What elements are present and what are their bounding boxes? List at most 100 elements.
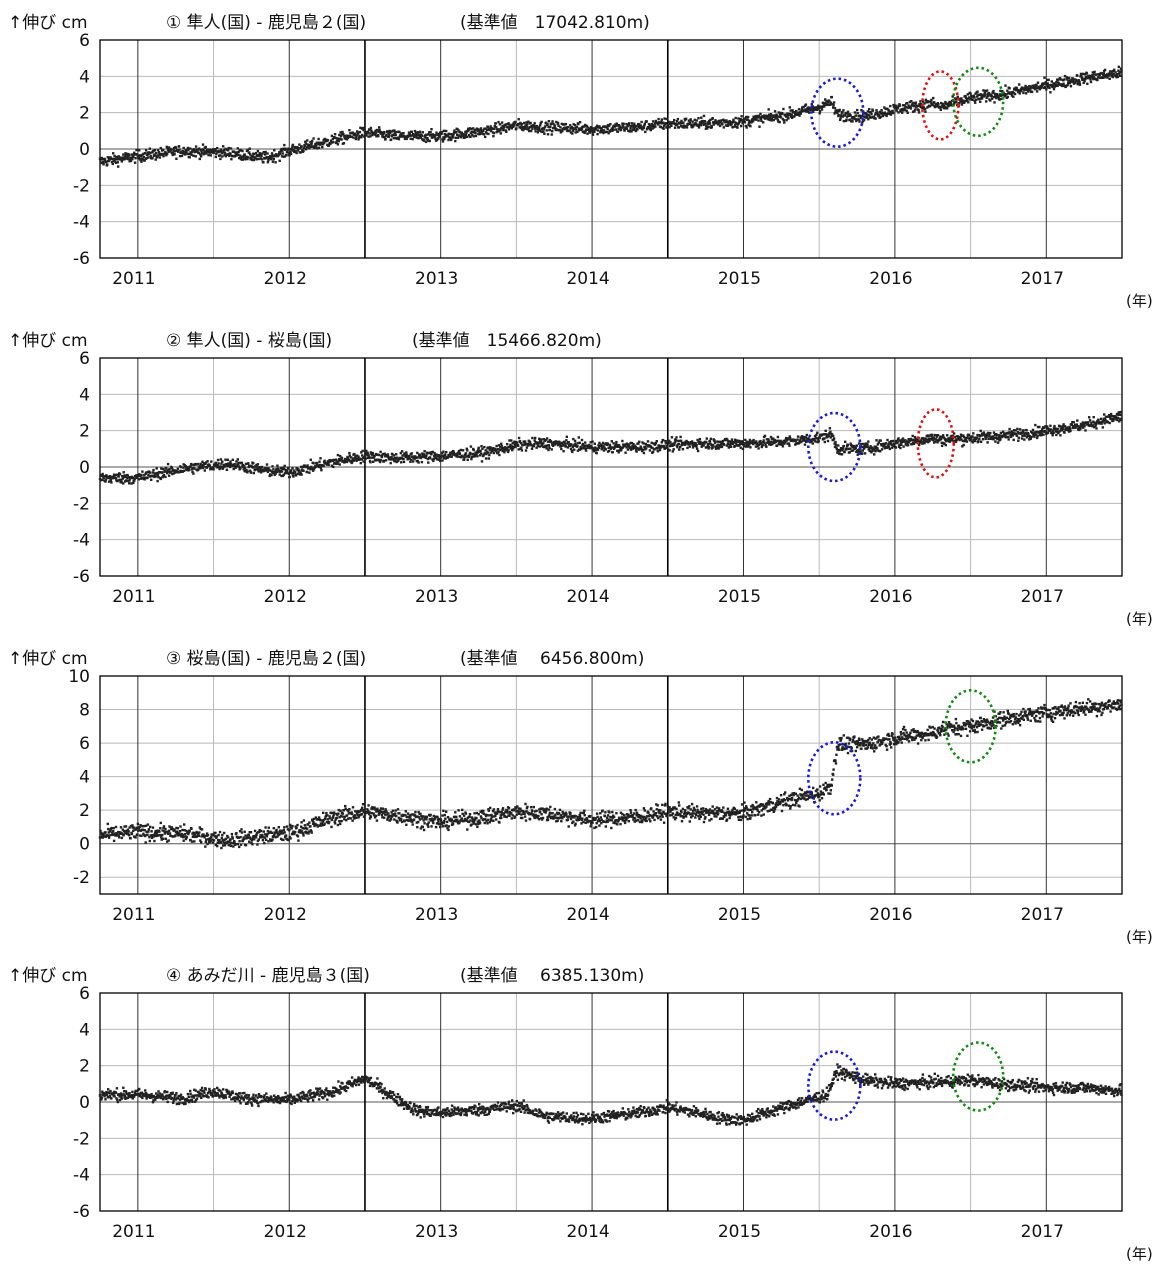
data-point (631, 122, 633, 124)
data-point (721, 123, 723, 125)
data-point (506, 443, 508, 445)
data-point (443, 130, 445, 132)
data-point (283, 144, 285, 146)
data-point (673, 444, 675, 446)
data-point (1021, 437, 1023, 439)
data-point (254, 830, 256, 832)
data-point (228, 147, 230, 149)
data-point (1004, 84, 1006, 86)
data-point (1109, 422, 1111, 424)
data-point (749, 446, 751, 448)
data-point (859, 450, 861, 452)
data-point (281, 470, 283, 472)
data-point (993, 431, 995, 433)
y-tick-label: 8 (79, 701, 90, 721)
x-tick-label: 2014 (566, 587, 609, 607)
data-point (980, 430, 982, 432)
data-point (162, 149, 164, 151)
data-point (204, 469, 206, 471)
y-tick-label: 6 (79, 31, 90, 51)
data-point (367, 452, 369, 454)
data-point (474, 132, 476, 134)
data-point (534, 437, 536, 439)
data-point (302, 150, 304, 152)
data-point (165, 838, 167, 840)
data-point (662, 128, 664, 130)
data-point (473, 449, 475, 451)
data-point (387, 453, 389, 455)
data-point (501, 121, 503, 123)
data-point (1100, 72, 1102, 74)
data-point (918, 111, 920, 113)
data-point (901, 112, 903, 114)
data-point (906, 102, 908, 104)
data-point (217, 459, 219, 461)
data-point (273, 158, 275, 160)
data-point (395, 131, 397, 133)
data-point (779, 121, 781, 123)
data-point (912, 435, 914, 437)
data-point (873, 453, 875, 455)
data-point (749, 125, 751, 127)
data-point (473, 135, 475, 137)
data-point (125, 825, 127, 827)
data-point (276, 465, 278, 467)
data-point (719, 125, 721, 127)
data-point (161, 834, 163, 836)
data-point (214, 832, 216, 834)
data-point (643, 452, 645, 454)
data-point (141, 470, 143, 472)
data-point (287, 467, 289, 469)
data-point (788, 442, 790, 444)
data-point (201, 828, 203, 830)
data-point (197, 463, 199, 465)
data-point (712, 444, 714, 446)
data-point (378, 126, 380, 128)
data-point (323, 465, 325, 467)
data-point (238, 846, 240, 848)
data-point (205, 838, 207, 840)
data-point (195, 155, 197, 157)
data-point (1031, 91, 1033, 93)
data-point (369, 461, 371, 463)
data-point (857, 112, 859, 114)
data-point (219, 158, 221, 160)
data-point (237, 458, 239, 460)
data-point (723, 444, 725, 446)
data-point (355, 136, 357, 138)
data-point (664, 440, 666, 442)
data-point (844, 441, 846, 443)
data-point (583, 444, 585, 446)
data-point (112, 152, 114, 154)
data-point (227, 149, 229, 151)
data-point (134, 478, 136, 480)
data-point (861, 452, 863, 454)
data-point (551, 120, 553, 122)
data-point (1032, 429, 1034, 431)
data-point (661, 118, 663, 120)
data-point (902, 445, 904, 447)
data-point (129, 837, 131, 839)
data-point (891, 110, 893, 112)
data-point (629, 127, 631, 129)
data-point (286, 825, 288, 827)
x-tick-label: 2013 (415, 269, 458, 289)
data-point (480, 445, 482, 447)
data-point (819, 437, 821, 439)
year-unit: (年) (1126, 292, 1153, 310)
data-point (327, 139, 329, 141)
data-point (312, 137, 314, 139)
data-point (234, 843, 236, 845)
data-point (400, 461, 402, 463)
data-point (470, 458, 472, 460)
data-point (628, 122, 630, 124)
data-point (229, 838, 231, 840)
data-point (1052, 432, 1054, 434)
data-point (659, 449, 661, 451)
data-point (1047, 432, 1049, 434)
data-point (663, 445, 665, 447)
data-point (888, 446, 890, 448)
data-point (889, 105, 891, 107)
data-point (806, 434, 808, 436)
data-point (615, 441, 617, 443)
